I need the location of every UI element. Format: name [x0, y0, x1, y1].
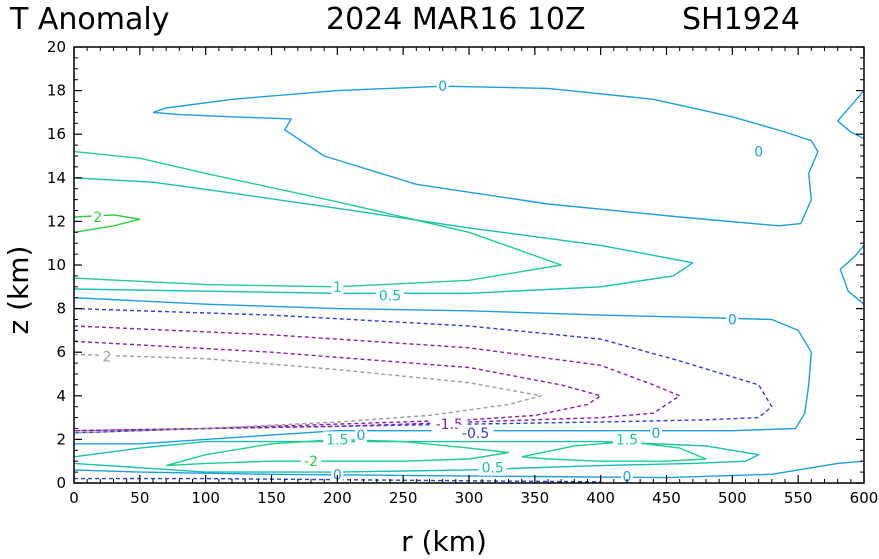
x-tick-label-250: 250 [389, 489, 418, 507]
contour-label-4: 0.5 [379, 289, 401, 305]
y-tick-label-2: 2 [56, 430, 66, 448]
contour-label-bg-13 [301, 453, 321, 470]
y-tick-label-14: 14 [47, 169, 66, 187]
y-tick-label-12: 12 [47, 212, 66, 230]
contour-line-low-m05 [74, 477, 601, 483]
contour-label-10: 1.5 [326, 432, 348, 448]
contour-line-low-15-right [521, 440, 707, 462]
contour-line-upper-0 [152, 85, 819, 227]
contour-line-upper-2 [73, 214, 141, 233]
x-tick-label-350: 350 [521, 489, 550, 507]
contour-label-6: 2 [102, 350, 111, 366]
contour-label-5: 0 [728, 313, 737, 329]
x-tick-label-450: 450 [652, 489, 681, 507]
contour-label-2: 2 [93, 210, 102, 226]
chart-storm-label: SH1924 [682, 2, 800, 37]
x-tick-label-550: 550 [784, 489, 813, 507]
contour-line-main-m2 [73, 353, 543, 434]
x-tick-label-300: 300 [455, 489, 484, 507]
contour-line-upper-1 [73, 150, 562, 288]
y-tick-label-16: 16 [47, 125, 66, 143]
contour-label-1: 0 [754, 145, 763, 161]
y-tick-label-20: 20 [47, 38, 66, 56]
contour-label-bg-3 [331, 278, 344, 295]
contour-label-bg-9 [355, 427, 367, 443]
contour-line-main-0 [73, 297, 812, 445]
y-tick-label-0: 0 [56, 474, 66, 492]
contour-label-bg-10 [323, 431, 352, 448]
contour-label-bg-8 [457, 424, 494, 441]
contour-label-bg-5 [726, 311, 739, 328]
contour-label-13: -2 [304, 454, 318, 470]
contour-label-9: 0 [357, 428, 366, 444]
y-tick-label-4: 4 [56, 387, 66, 405]
contour-line-main-m1 [73, 325, 681, 432]
y-tick-label-10: 10 [47, 256, 66, 274]
contour-layer [73, 85, 865, 483]
contour-label-bg-4 [376, 287, 404, 304]
contour-label-3: 1 [333, 280, 342, 296]
contour-label-bg-11 [613, 431, 641, 448]
tick-layer: 0 50 100 150 200 250 300 350 400 450 500 550 6000246… [47, 38, 878, 507]
contour-label-bg-15 [331, 466, 344, 483]
contour-line-upper-05 [73, 177, 694, 294]
x-tick-label-500: 500 [718, 489, 747, 507]
x-tick-label-600: 600 [850, 489, 879, 507]
contour-label-7: -1.5 [436, 417, 463, 433]
contour-label-0: 0 [438, 79, 447, 95]
x-tick-label-100: 100 [191, 489, 220, 507]
contour-label-14: 0.5 [482, 461, 504, 477]
chart-date-label: 2024 MAR16 10Z [326, 2, 586, 37]
contour-label-16: 0 [623, 470, 632, 486]
contour-label-bg-16 [621, 468, 633, 485]
plot-frame [73, 46, 865, 484]
y-tick-label-6: 6 [56, 343, 66, 361]
x-tick-label-400: 400 [586, 489, 615, 507]
x-tick-label-50: 50 [130, 489, 149, 507]
y-tick-label-8: 8 [56, 300, 66, 318]
x-axis-label: r (km) [401, 525, 487, 558]
contour-label-bg-1 [752, 143, 765, 160]
contour-label-bg-0 [436, 78, 449, 95]
chart-title: T Anomaly [9, 2, 169, 37]
contour-label-bg-14 [478, 459, 507, 476]
contour-line-low-05 [73, 440, 760, 473]
contour-label-bg-12 [650, 424, 662, 441]
contour-line-right-edge-0 [839, 244, 865, 305]
contour-label-8: -0.5 [462, 426, 489, 442]
x-tick-label-200: 200 [323, 489, 352, 507]
contour-line-main-m05 [73, 307, 773, 434]
x-tick-label-150: 150 [257, 489, 286, 507]
y-axis-label: z (km) [2, 246, 35, 335]
contour-label-bg-6 [100, 348, 113, 365]
contour-line-corner-0 [837, 90, 865, 140]
contour-label-12: 0 [652, 426, 661, 442]
contour-line-main-m15 [73, 340, 602, 432]
contour-label-11: 1.5 [616, 432, 638, 448]
contour-line-low-15-left [166, 438, 510, 467]
contour-label-bg-2 [91, 209, 104, 225]
y-tick-label-18: 18 [47, 82, 66, 100]
x-tick-label-0: 0 [69, 489, 79, 507]
